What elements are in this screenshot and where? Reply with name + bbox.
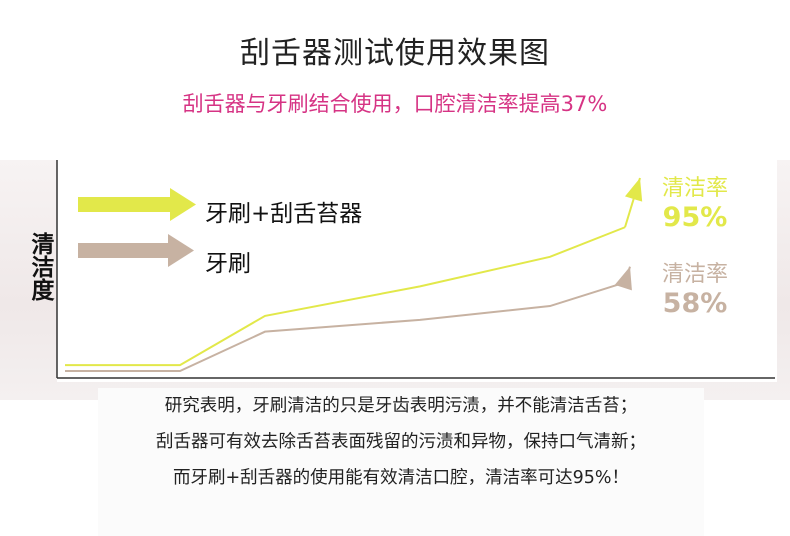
footer-line-3: 而牙刷+刮舌器的使用能有效清洁口腔，清洁率可达95%！: [172, 468, 630, 488]
end-label-value-2: 58%: [662, 288, 728, 319]
footer-text-box: 研究表明，牙刷清洁的只是牙齿表明污渍，并不能清洁舌苔； 刮舌器可有效去除舌苔表面…: [98, 388, 704, 536]
end-label-brush-only: 清洁率 58%: [650, 256, 740, 319]
series-arrowhead-2: [614, 266, 632, 291]
end-label-brush-plus-scraper: 清洁率 95%: [652, 170, 738, 233]
chart-subtitle: 刮舌器与牙刷结合使用，口腔清洁率提高37%: [182, 92, 608, 116]
legend-arrow-brush-only: [78, 234, 194, 267]
footer-line-2: 刮舌器可有效去除舌苔表面残留的污渍和异物，保持口气清新；: [156, 432, 646, 452]
legend-label-brush-only: 牙刷: [205, 251, 251, 277]
end-label-title-1: 清洁率: [661, 176, 728, 201]
end-label-title-2: 清洁率: [661, 262, 728, 287]
legend-label-brush-plus-scraper: 牙刷+刮舌苔器: [205, 201, 363, 227]
legend-arrow-brush-plus-scraper: [78, 188, 196, 221]
chart-title: 刮舌器测试使用效果图: [240, 36, 550, 71]
y-axis-label: 清洁度: [27, 232, 53, 301]
series-arrowhead-1: [624, 178, 643, 202]
series-line-1: [65, 226, 626, 367]
footer-line-1: 研究表明，牙刷清洁的只是牙齿表明污渍，并不能清洁舌苔；: [164, 396, 638, 416]
series-line-2: [65, 281, 626, 373]
end-label-value-1: 95%: [662, 202, 728, 233]
